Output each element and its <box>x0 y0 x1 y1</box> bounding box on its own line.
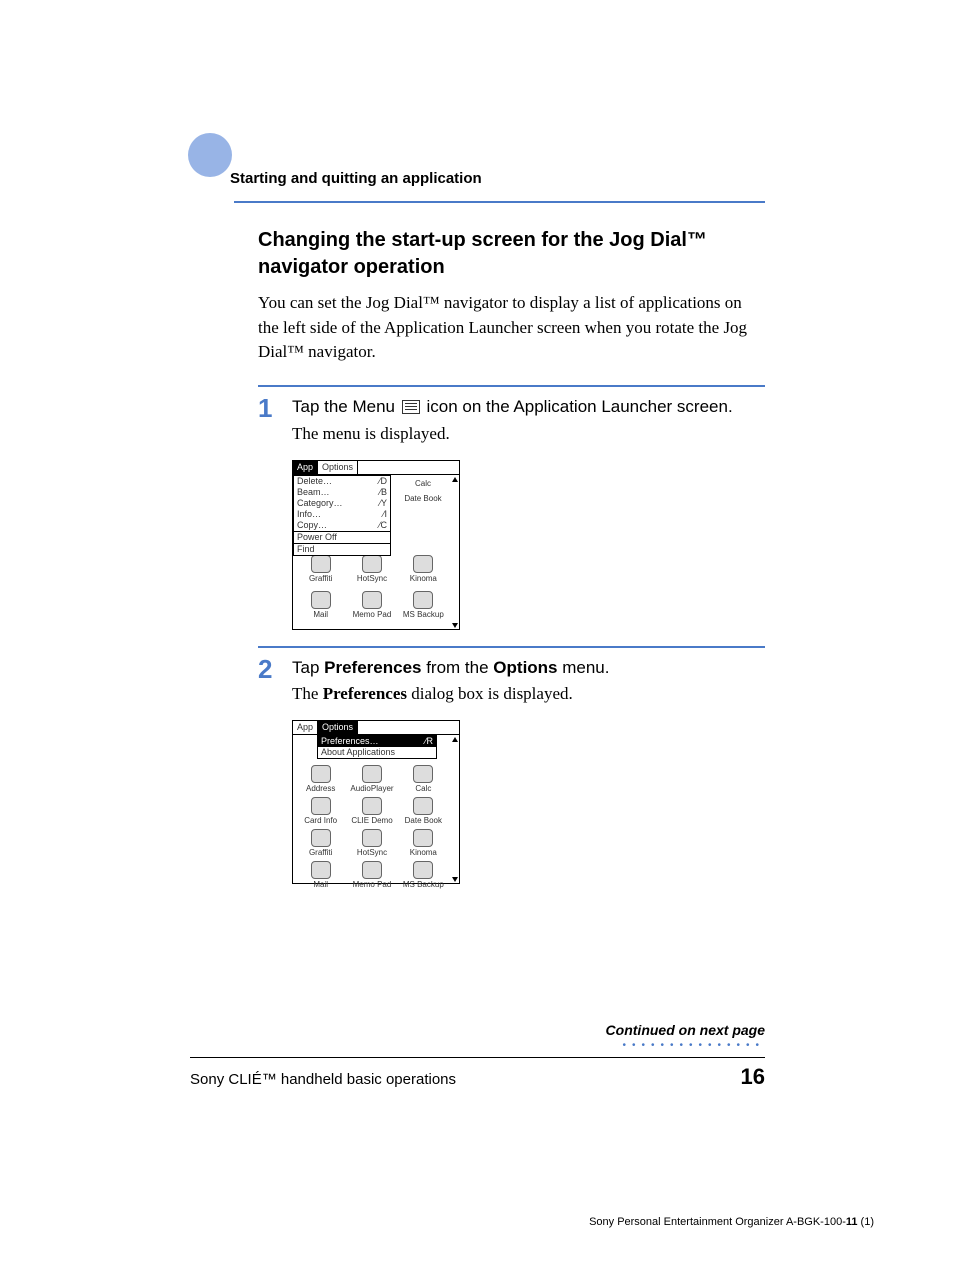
step-1-head-after: icon on the Application Launcher screen. <box>422 397 733 416</box>
step-2-sub: The Preferences dialog box is displayed. <box>292 684 765 704</box>
scr1-tab-options: Options <box>318 461 358 475</box>
scr2-tab-app: App <box>293 721 318 735</box>
step-number: 1 <box>258 395 278 638</box>
step-1-head-before: Tap the Menu <box>292 397 400 416</box>
footer-title: Sony CLIÉ™ handheld basic operations <box>190 1071 456 1088</box>
section-header: Starting and quitting an application <box>190 130 765 187</box>
intro-paragraph: You can set the Jog Dial™ navigator to d… <box>258 291 765 365</box>
scr2-menubar: App Options <box>293 721 459 735</box>
step-1-sub: The menu is displayed. <box>292 424 765 444</box>
scr2-scrollbar <box>452 737 458 882</box>
step-rule <box>258 385 765 387</box>
scr2-tab-options: Options <box>318 721 358 735</box>
continued-dots: ••••••••••••••• <box>190 1040 765 1051</box>
menu-icon <box>402 400 420 414</box>
continued-text: Continued on next page <box>190 1022 765 1038</box>
step-1-heading: Tap the Menu icon on the Application Lau… <box>292 395 765 420</box>
screenshot-1: App Options Delete…⁄D Beam…⁄B Category…⁄… <box>292 460 460 630</box>
screenshot-2: App Options Preferences…⁄R About Applica… <box>292 720 460 884</box>
step-1: 1 Tap the Menu icon on the Application L… <box>258 395 765 638</box>
scr1-dropdown: Delete…⁄D Beam…⁄B Category…⁄Y Info…⁄I Co… <box>293 475 391 556</box>
scr1-scrollbar <box>452 477 458 628</box>
footer-rule <box>190 1057 765 1058</box>
heading: Changing the start-up screen for the Jog… <box>258 227 765 281</box>
page-number: 16 <box>741 1064 765 1090</box>
step-2-heading: Tap Preferences from the Options menu. <box>292 656 765 681</box>
scr1-menubar: App Options <box>293 461 459 475</box>
scr2-dropdown: Preferences…⁄R About Applications <box>317 735 437 759</box>
step-rule-2 <box>258 646 765 648</box>
step-number-2: 2 <box>258 656 278 893</box>
bottom-meta: Sony Personal Entertainment Organizer A-… <box>589 1216 874 1228</box>
step-2: 2 Tap Preferences from the Options menu.… <box>258 656 765 893</box>
scr1-tab-app: App <box>293 461 318 475</box>
